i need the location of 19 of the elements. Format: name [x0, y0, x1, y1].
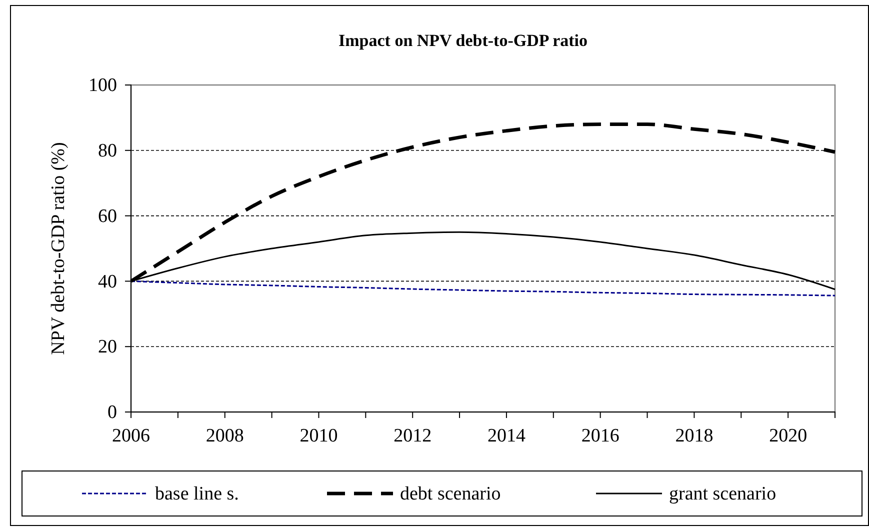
x-tick-label: 2018 [675, 425, 714, 446]
chart-title: Impact on NPV debt-to-GDP ratio [338, 31, 588, 50]
x-tick-label: 2014 [487, 425, 526, 446]
y-axis-title: NPV debt-to-GDP ratio (%) [48, 142, 69, 355]
y-tick-label: 0 [108, 402, 117, 424]
legend-label: base line s. [155, 484, 239, 504]
legend-label: grant scenario [669, 484, 776, 504]
x-tick-label: 2010 [300, 425, 338, 446]
x-tick-label: 2020 [769, 425, 808, 446]
x-tick-label: 2012 [394, 425, 432, 446]
x-tick-label: 2006 [112, 425, 150, 446]
y-tick-label: 20 [98, 336, 117, 358]
y-tick-label: 40 [98, 271, 117, 292]
legend-label: debt scenario [400, 484, 501, 504]
y-tick-label: 60 [98, 206, 117, 227]
y-tick-label: 80 [98, 140, 117, 162]
x-tick-label: 2008 [206, 425, 244, 446]
y-tick-label: 100 [88, 75, 117, 96]
x-tick-label: 2016 [581, 425, 620, 446]
